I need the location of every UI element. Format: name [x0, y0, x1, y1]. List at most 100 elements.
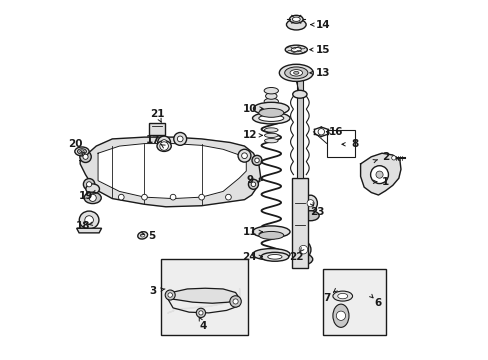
- Text: 18: 18: [76, 221, 90, 231]
- Text: 2: 2: [381, 152, 388, 162]
- Ellipse shape: [292, 90, 306, 98]
- Polygon shape: [98, 144, 246, 199]
- Ellipse shape: [289, 69, 302, 76]
- Circle shape: [251, 156, 262, 165]
- Bar: [149, 123, 164, 135]
- Ellipse shape: [252, 249, 289, 260]
- Circle shape: [173, 132, 186, 145]
- Ellipse shape: [264, 109, 278, 115]
- Ellipse shape: [138, 232, 147, 239]
- Circle shape: [83, 179, 95, 190]
- Ellipse shape: [264, 128, 278, 132]
- Text: 14: 14: [315, 19, 330, 30]
- Ellipse shape: [332, 291, 352, 301]
- Ellipse shape: [279, 64, 313, 81]
- Bar: [323, 269, 385, 336]
- Text: 3: 3: [149, 286, 157, 296]
- Bar: [160, 258, 247, 336]
- Polygon shape: [77, 228, 102, 233]
- Circle shape: [84, 216, 93, 224]
- Ellipse shape: [86, 184, 99, 194]
- Ellipse shape: [140, 234, 144, 237]
- Ellipse shape: [284, 67, 307, 79]
- Ellipse shape: [267, 255, 282, 259]
- Circle shape: [336, 311, 345, 320]
- Text: 12: 12: [242, 130, 257, 140]
- Ellipse shape: [289, 15, 303, 23]
- Ellipse shape: [265, 104, 276, 110]
- Circle shape: [251, 182, 255, 186]
- Text: 9: 9: [246, 175, 253, 185]
- Ellipse shape: [264, 139, 278, 143]
- Circle shape: [317, 129, 324, 135]
- Text: 1: 1: [381, 177, 388, 187]
- Text: 13: 13: [315, 68, 330, 78]
- Text: 20: 20: [68, 139, 82, 149]
- Circle shape: [199, 311, 203, 315]
- Ellipse shape: [337, 293, 347, 299]
- Text: 16: 16: [327, 127, 342, 137]
- Text: 22: 22: [288, 252, 303, 262]
- Ellipse shape: [84, 192, 101, 203]
- Ellipse shape: [285, 45, 307, 54]
- Circle shape: [196, 308, 205, 318]
- Ellipse shape: [258, 231, 283, 239]
- Circle shape: [89, 194, 96, 202]
- Bar: [296, 71, 302, 178]
- Ellipse shape: [79, 211, 99, 229]
- Ellipse shape: [302, 211, 319, 221]
- Text: 19: 19: [78, 191, 93, 201]
- Bar: [326, 130, 354, 157]
- Ellipse shape: [258, 115, 283, 121]
- Circle shape: [232, 299, 238, 304]
- Circle shape: [177, 136, 183, 142]
- Polygon shape: [167, 288, 239, 303]
- Ellipse shape: [265, 93, 276, 99]
- Circle shape: [370, 166, 387, 184]
- Circle shape: [80, 151, 91, 162]
- Circle shape: [167, 293, 172, 297]
- Bar: [291, 178, 307, 267]
- Ellipse shape: [303, 195, 317, 211]
- Ellipse shape: [292, 17, 300, 21]
- Circle shape: [225, 194, 231, 200]
- Circle shape: [83, 154, 88, 159]
- Ellipse shape: [293, 71, 298, 74]
- Ellipse shape: [264, 133, 278, 138]
- Ellipse shape: [295, 241, 310, 258]
- Circle shape: [118, 194, 124, 200]
- Ellipse shape: [75, 147, 89, 156]
- Text: 10: 10: [242, 104, 257, 113]
- Ellipse shape: [252, 226, 289, 238]
- Text: 23: 23: [310, 207, 325, 217]
- Circle shape: [160, 142, 168, 150]
- Circle shape: [161, 140, 166, 145]
- Text: 24: 24: [242, 252, 257, 262]
- Ellipse shape: [77, 149, 86, 154]
- Text: 7: 7: [322, 293, 330, 303]
- Circle shape: [157, 136, 170, 149]
- Ellipse shape: [286, 19, 305, 30]
- Circle shape: [254, 158, 259, 163]
- Circle shape: [306, 200, 313, 207]
- Ellipse shape: [157, 141, 171, 152]
- Text: 15: 15: [315, 45, 330, 55]
- Text: 11: 11: [242, 227, 257, 237]
- Ellipse shape: [294, 254, 312, 265]
- Ellipse shape: [253, 102, 288, 115]
- Ellipse shape: [80, 150, 84, 153]
- Circle shape: [198, 194, 204, 200]
- Ellipse shape: [264, 87, 278, 94]
- Ellipse shape: [258, 108, 283, 117]
- Circle shape: [248, 179, 258, 189]
- Ellipse shape: [261, 252, 288, 261]
- Polygon shape: [80, 137, 260, 207]
- Circle shape: [241, 153, 247, 158]
- Ellipse shape: [332, 304, 348, 327]
- Polygon shape: [360, 153, 400, 195]
- Text: 4: 4: [199, 321, 207, 331]
- Circle shape: [86, 182, 91, 187]
- Circle shape: [238, 149, 250, 162]
- Circle shape: [170, 194, 176, 200]
- Text: 6: 6: [374, 298, 381, 308]
